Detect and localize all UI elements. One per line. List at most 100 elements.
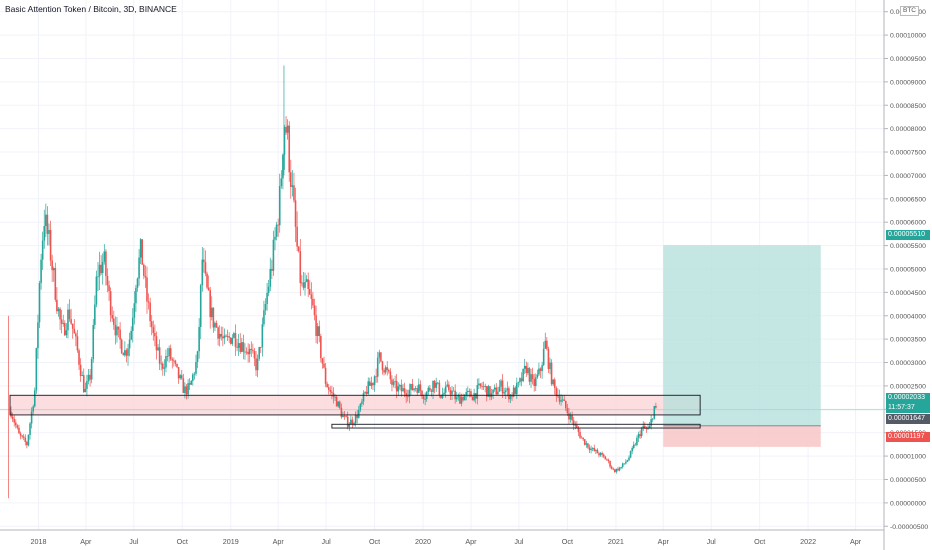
time-axis[interactable]: 2018 Apr Jul Oct 2019 Apr Jul Oct 2020 Apr Jul Oct 2… — [0, 529, 884, 546]
candle-down — [245, 351, 248, 353]
candle-down — [468, 390, 471, 392]
candle-down — [147, 301, 150, 303]
candle-up — [590, 448, 592, 451]
candle-up — [653, 405, 656, 419]
candle-down — [365, 391, 368, 394]
candle-down — [438, 382, 441, 396]
candle-down — [489, 386, 491, 398]
candle-down — [293, 185, 295, 201]
candle-up — [413, 388, 415, 391]
candle-down — [411, 384, 414, 391]
candle-up — [280, 178, 283, 187]
candle-down — [639, 434, 641, 437]
candle-up — [560, 400, 562, 402]
candle-down — [242, 342, 245, 352]
x-tick-label: Apr — [273, 537, 285, 546]
candle-up — [135, 287, 137, 304]
candle-down — [580, 437, 583, 439]
candle-down — [144, 275, 147, 278]
candle-down — [177, 367, 180, 379]
candle-up — [544, 340, 547, 349]
candle-up — [599, 453, 602, 456]
x-tick-label: Jul — [514, 537, 524, 546]
candle-up — [402, 388, 404, 392]
candle-down — [56, 299, 58, 312]
x-tick-label: 2021 — [608, 537, 624, 546]
candle-down — [610, 466, 613, 469]
candle-down — [180, 375, 183, 379]
candle-up — [40, 259, 42, 284]
candle-down — [253, 350, 256, 359]
candle-down — [351, 419, 354, 425]
candle-up — [274, 236, 276, 240]
candle-up — [631, 447, 633, 452]
candle-up — [316, 326, 319, 336]
candle-down — [607, 459, 610, 462]
y-tick-label: 0.00000000 — [890, 500, 926, 507]
candle-up — [569, 415, 572, 420]
y-tick-label: 0.00007500 — [890, 150, 926, 157]
candle-down — [528, 367, 531, 382]
candle-up — [304, 281, 306, 288]
candle-down — [448, 384, 450, 391]
price-axis[interactable]: -0.00000500 0.00000000 0.00000500 0.0000100… — [883, 0, 928, 550]
candle-up — [542, 348, 545, 366]
candle-down — [459, 395, 461, 404]
y-tick-label: 0.00009000 — [890, 79, 926, 86]
candle-down — [429, 387, 431, 391]
candle-down — [24, 437, 27, 443]
candle-down — [321, 358, 324, 364]
y-tick-label: 0.00004500 — [890, 290, 926, 297]
current-price-badge: 0.00002033 11:57:37 — [886, 393, 930, 413]
candle-up — [378, 352, 381, 358]
candle-up — [348, 424, 351, 427]
candle-up — [628, 457, 630, 461]
candle-down — [482, 386, 485, 388]
candle-down — [46, 214, 49, 234]
candle-up — [636, 438, 638, 445]
candle-up — [376, 357, 379, 377]
candle-down — [215, 322, 218, 328]
candle-down — [546, 340, 548, 349]
candle-down — [485, 386, 488, 397]
candle-down — [111, 315, 114, 319]
candle-up — [436, 382, 439, 384]
support-zone-box — [9, 394, 701, 416]
candle-up — [160, 363, 163, 365]
candle-down — [471, 396, 474, 401]
candle-down — [271, 268, 273, 271]
candle-up — [98, 264, 101, 277]
candle-up — [427, 387, 430, 393]
candle-up — [52, 268, 55, 271]
candle-up — [334, 396, 336, 398]
candle-down — [320, 336, 322, 359]
candle-down — [645, 428, 648, 429]
candle-up — [92, 324, 95, 360]
stop-price-badge: 0.00001197 — [886, 432, 930, 442]
candle-up — [248, 348, 251, 355]
candle-up — [138, 257, 140, 279]
candle-up — [192, 374, 194, 381]
currency-label: BTC — [900, 6, 919, 16]
candle-up — [201, 259, 204, 286]
y-tick-label: 0.00008500 — [890, 103, 926, 110]
candle-up — [493, 387, 496, 390]
candle-up — [364, 391, 366, 394]
candle-down — [150, 321, 153, 328]
candle-up — [394, 381, 396, 382]
candle-up — [116, 326, 118, 336]
candle-up — [623, 463, 626, 465]
candle-up — [487, 386, 490, 397]
candle-up — [476, 385, 479, 399]
candle-up — [561, 399, 564, 401]
candle-down — [82, 375, 85, 393]
candle-down — [327, 387, 330, 390]
candle-up — [370, 382, 373, 386]
candle-down — [389, 371, 392, 380]
candle-down — [76, 336, 79, 351]
candle-up — [244, 351, 246, 353]
candle-up — [527, 367, 529, 374]
candle-down — [579, 431, 581, 438]
candle-down — [547, 348, 550, 369]
